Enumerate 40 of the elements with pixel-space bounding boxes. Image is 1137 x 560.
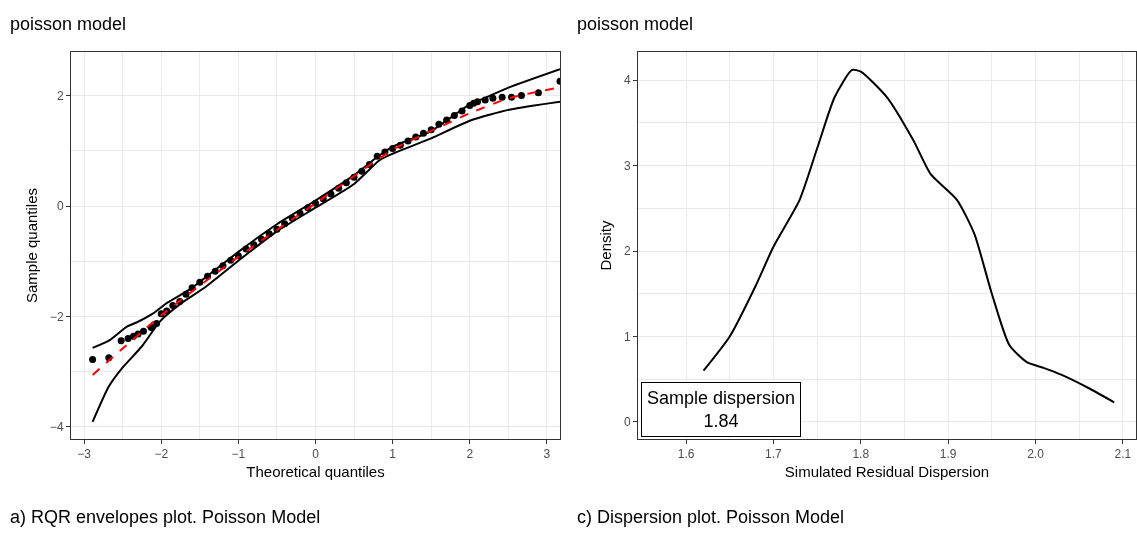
y-tick-label: 2 — [56, 88, 64, 103]
point — [89, 356, 97, 363]
point — [117, 337, 125, 345]
annotation: Sample dispersion 1.84 — [647, 388, 796, 432]
line-series — [91, 100, 560, 423]
x-tick-label: 2 — [466, 447, 474, 462]
point — [498, 93, 506, 101]
x-tick-label: 1.9 — [939, 447, 957, 462]
point — [517, 92, 525, 100]
y-axis-title: Sample quantiles — [23, 187, 41, 304]
y-tick-label: −2 — [49, 309, 64, 324]
x-tick-label: 1 — [389, 447, 397, 462]
chart-title: poisson model — [577, 14, 694, 34]
x-tick-label: 2.1 — [1114, 447, 1132, 462]
x-tick-label: −3 — [77, 447, 92, 462]
y-tick-label: 3 — [623, 158, 631, 173]
x-tick-label: 1.6 — [677, 447, 695, 462]
y-tick-label: 2 — [623, 244, 631, 259]
y-tick-label: 1 — [623, 329, 631, 344]
x-tick-label: 1.8 — [852, 447, 870, 462]
x-tick-label: 3 — [543, 447, 551, 462]
x-axis-title: Simulated Residual Dispersion — [784, 463, 990, 481]
chart-title: poisson model — [10, 14, 127, 34]
text: a) RQR envelopes plot. Poisson Model — [10, 507, 321, 527]
point — [534, 89, 542, 97]
x-tick-label: 2.0 — [1027, 447, 1045, 462]
x-tick-label: −1 — [231, 447, 246, 462]
y-tick-label: 0 — [56, 199, 64, 214]
x-tick-label: −2 — [154, 447, 169, 462]
y-tick-label: 0 — [623, 415, 631, 430]
y-tick-label: 4 — [623, 73, 631, 88]
text: c) Dispersion plot. Poisson Model — [577, 507, 845, 527]
point — [124, 335, 132, 343]
point — [489, 94, 497, 102]
y-axis-title: Density — [597, 220, 615, 271]
x-tick-label: 0 — [312, 447, 320, 462]
x-axis-title: Theoretical quantiles — [246, 463, 385, 481]
point — [140, 327, 147, 335]
y-tick-label: −4 — [49, 420, 64, 435]
x-tick-label: 1.7 — [765, 447, 783, 462]
